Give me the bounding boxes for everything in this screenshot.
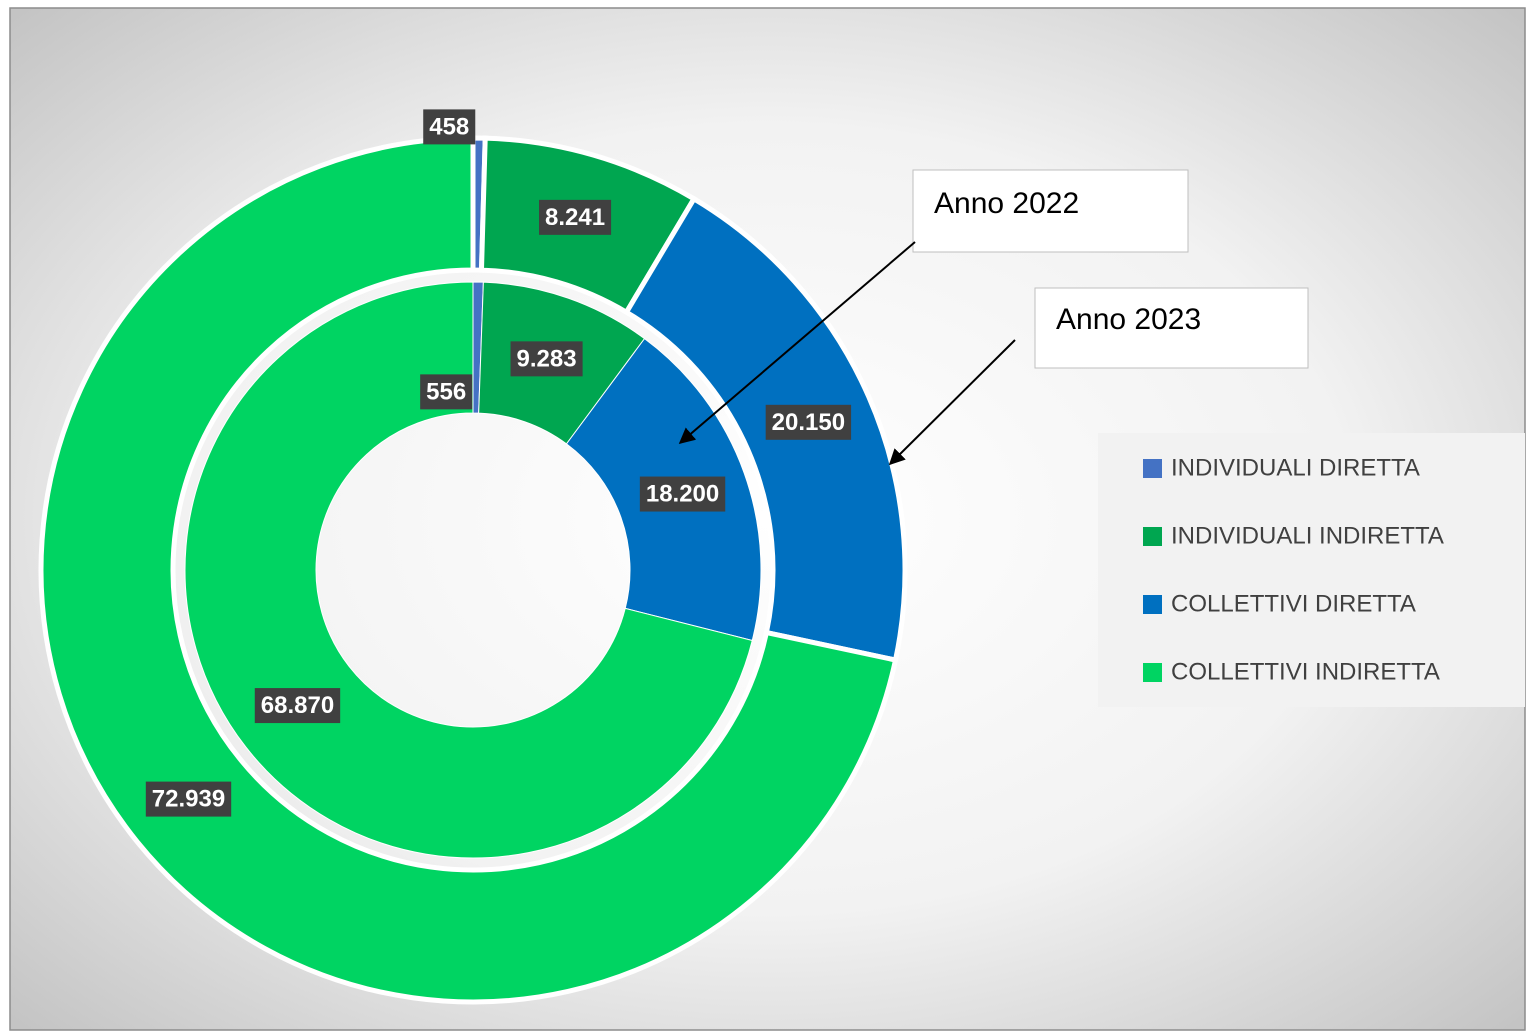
data-label-box bbox=[539, 199, 612, 235]
data-labels: 556 9.283 18.200 68.870 458 8.241 20.150 72.939 bbox=[145, 109, 852, 817]
data-label: 556 bbox=[426, 378, 466, 405]
legend-swatch bbox=[1143, 663, 1162, 682]
donut-slice bbox=[38, 135, 899, 1005]
legend-label: INDIVIDUALI DIRETTA bbox=[1171, 454, 1420, 481]
legend-label: INDIVIDUALI INDIRETTA bbox=[1171, 522, 1444, 549]
data-label: 8.241 bbox=[545, 204, 605, 231]
data-label: 458 bbox=[429, 113, 469, 140]
data-label-box bbox=[423, 109, 476, 145]
data-label-box bbox=[510, 341, 583, 377]
data-label: 20.150 bbox=[772, 409, 845, 436]
legend-swatch bbox=[1143, 527, 1162, 546]
data-label: 68.870 bbox=[261, 692, 334, 719]
data-label: 9.283 bbox=[517, 345, 577, 372]
legend-entries: INDIVIDUALI DIRETTA INDIVIDUALI INDIRETTA… bbox=[1143, 454, 1444, 685]
data-label-box bbox=[420, 374, 473, 410]
data-label: 18.200 bbox=[646, 481, 719, 508]
callout-arrow bbox=[888, 339, 1016, 466]
callout-text: Anno 2023 bbox=[1056, 303, 1201, 336]
callout-arrow bbox=[678, 241, 916, 445]
data-label-box bbox=[145, 781, 232, 817]
legend-swatch bbox=[1143, 595, 1162, 614]
callout-box bbox=[912, 169, 1189, 253]
data-label-box bbox=[765, 404, 852, 440]
legend-label: COLLETTIVI INDIRETTA bbox=[1171, 658, 1440, 685]
legend bbox=[1098, 433, 1525, 707]
callout-text: Anno 2022 bbox=[934, 187, 1079, 220]
data-label-box bbox=[254, 688, 341, 724]
data-label-box bbox=[639, 476, 726, 512]
legend-label: COLLETTIVI DIRETTA bbox=[1171, 590, 1416, 617]
callout-box bbox=[1034, 287, 1309, 369]
data-label: 72.939 bbox=[152, 786, 225, 813]
legend-swatch bbox=[1143, 459, 1162, 478]
